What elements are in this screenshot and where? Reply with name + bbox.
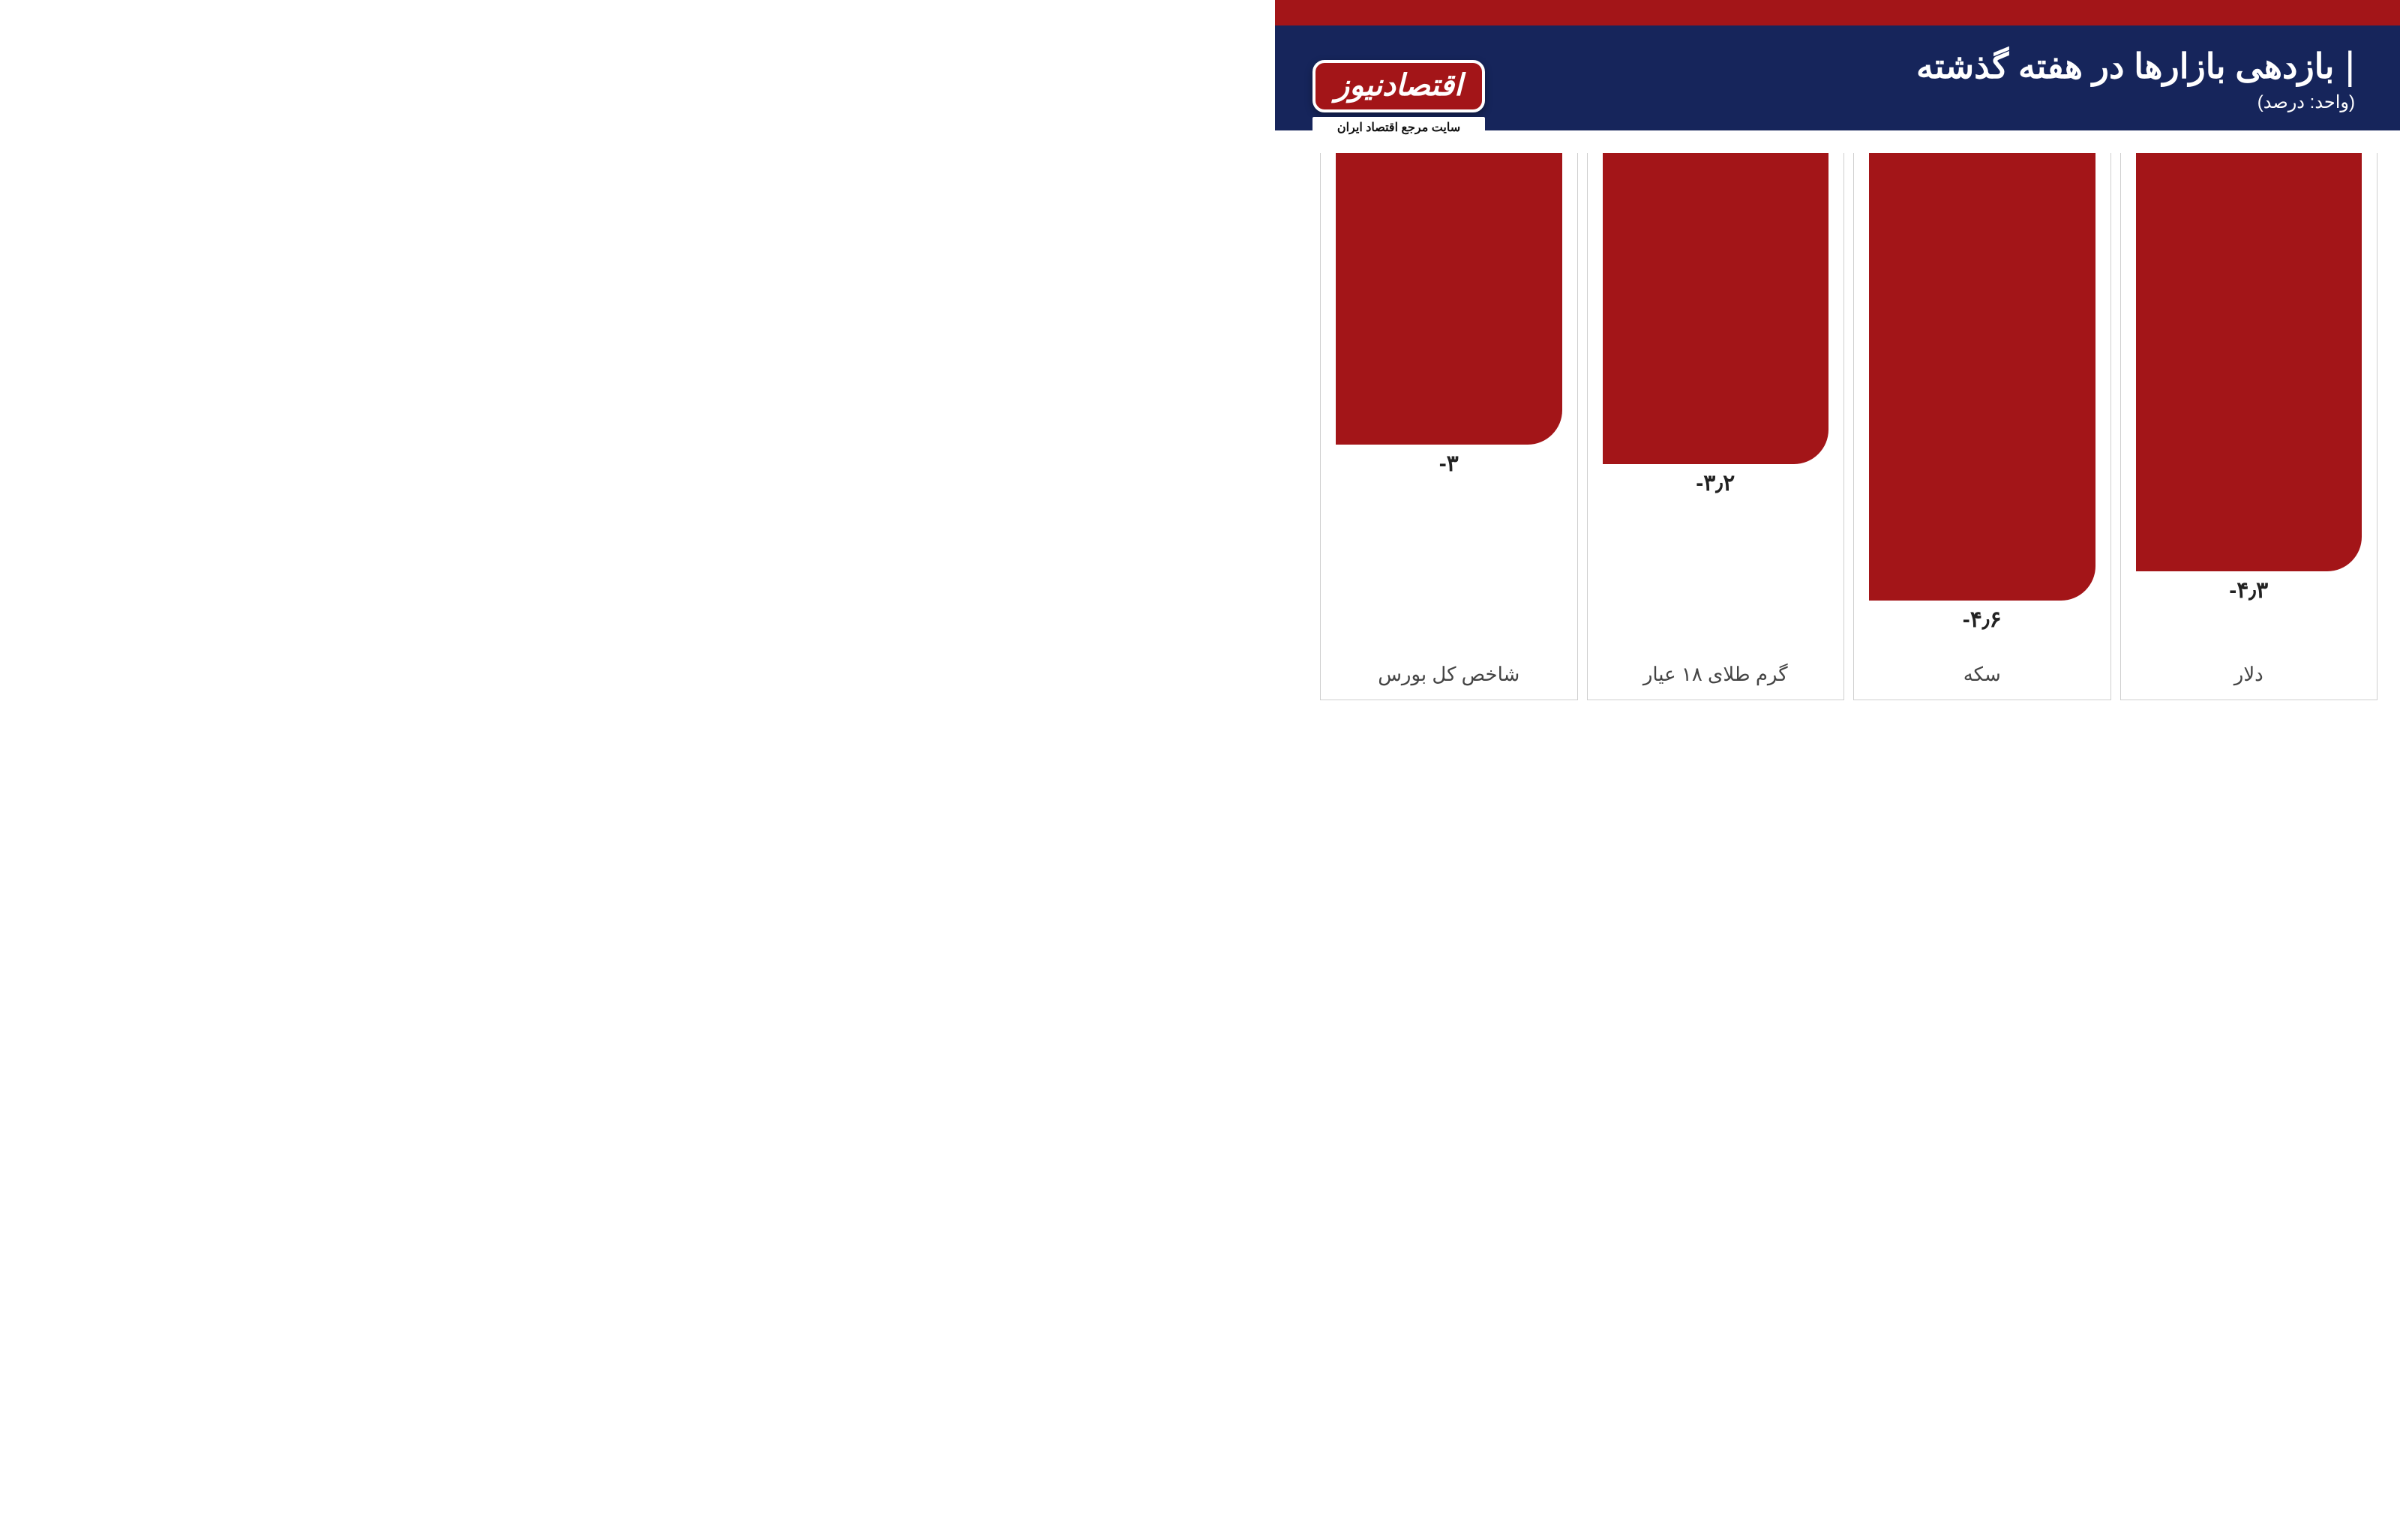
bar-zone: -۴٫۳ (2136, 153, 2362, 640)
category-label: شاخص کل بورس (1321, 663, 1577, 686)
chart-panel: -۴٫۳ دلار (2120, 153, 2378, 700)
bar-value-label: -۴٫۶ (1869, 607, 2096, 633)
logo: اقتصادنیوز سایت مرجع اقتصاد ایران (1312, 60, 1485, 138)
chart-subtitle: (واحد: درصد) (1916, 91, 2355, 113)
bar (1869, 153, 2096, 601)
bar (2136, 153, 2362, 571)
category-label: سکه (1854, 663, 2110, 686)
title-block: | بازدهی بازارها در هفته گذشته (واحد: در… (1916, 43, 2355, 113)
chart-panel: -۳٫۲ گرم طلای ۱۸ عیار (1587, 153, 1845, 700)
logo-text: اقتصادنیوز (1323, 70, 1474, 100)
top-stripe (1275, 0, 2400, 25)
bar-zone: -۳ (1336, 153, 1562, 640)
logo-tagline: سایت مرجع اقتصاد ایران (1312, 117, 1485, 138)
bar-value-label: -۴٫۳ (2136, 577, 2362, 604)
chart-title: بازدهی بازارها در هفته گذشته (1916, 46, 2334, 86)
bar (1336, 153, 1562, 445)
title-line: | بازدهی بازارها در هفته گذشته (1916, 43, 2355, 88)
bar (1603, 153, 1829, 464)
chart-panel: -۴٫۶ سکه (1853, 153, 2111, 700)
chart-panel: -۳ شاخص کل بورس (1320, 153, 1578, 700)
bar-value-label: -۳٫۲ (1603, 470, 1829, 496)
chart-area: -۳ شاخص کل بورس -۳٫۲ گرم طلای ۱۸ عیار -۴٫۶ سک… (1320, 153, 2378, 700)
chart-panels: -۳ شاخص کل بورس -۳٫۲ گرم طلای ۱۸ عیار -۴٫۶ سک… (1320, 153, 2378, 700)
logo-badge: اقتصادنیوز (1312, 60, 1485, 112)
bar-value-label: -۳ (1336, 451, 1562, 477)
category-label: گرم طلای ۱۸ عیار (1588, 663, 1844, 686)
bar-zone: -۴٫۶ (1869, 153, 2096, 640)
title-separator: | (2344, 43, 2355, 88)
chart-page: | بازدهی بازارها در هفته گذشته (واحد: در… (1275, 0, 2400, 723)
bar-zone: -۳٫۲ (1603, 153, 1829, 640)
category-label: دلار (2121, 663, 2378, 686)
